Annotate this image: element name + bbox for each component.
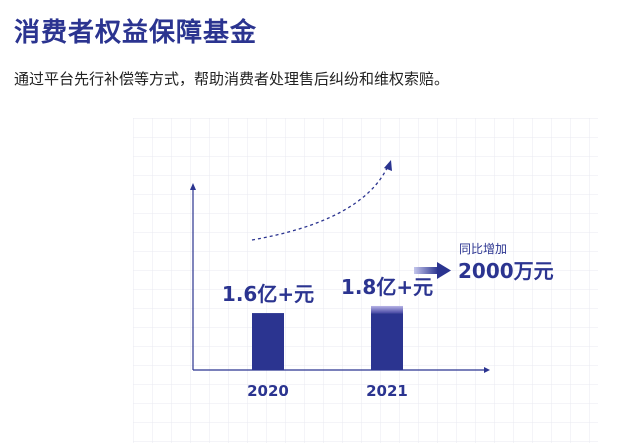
y-axis-arrow bbox=[190, 183, 196, 190]
data-label-2021: 1.8亿+元 bbox=[341, 275, 433, 299]
x-axis-arrow bbox=[484, 367, 490, 373]
trend-curve-arrow bbox=[384, 160, 392, 171]
bar-2020 bbox=[252, 313, 284, 370]
page-subtitle: 通过平台先行补偿等方式，帮助消费者处理售后纠纷和维权索赔。 bbox=[14, 70, 450, 88]
increase-arrow-body bbox=[414, 267, 438, 274]
chart-grid-background bbox=[133, 118, 598, 443]
page-title: 消费者权益保障基金 bbox=[14, 18, 258, 48]
increase-label: 同比增加 bbox=[459, 242, 507, 256]
x-tick-label-2020: 2020 bbox=[247, 382, 289, 400]
increase-value: 2000万元 bbox=[458, 259, 554, 283]
bar-2021 bbox=[371, 313, 403, 370]
bar-2021-increase bbox=[371, 305, 403, 314]
trend-curve bbox=[251, 165, 389, 241]
x-tick-label-2021: 2021 bbox=[366, 382, 408, 400]
increase-arrow-head bbox=[437, 262, 451, 279]
data-label-2020: 1.6亿+元 bbox=[222, 282, 314, 306]
